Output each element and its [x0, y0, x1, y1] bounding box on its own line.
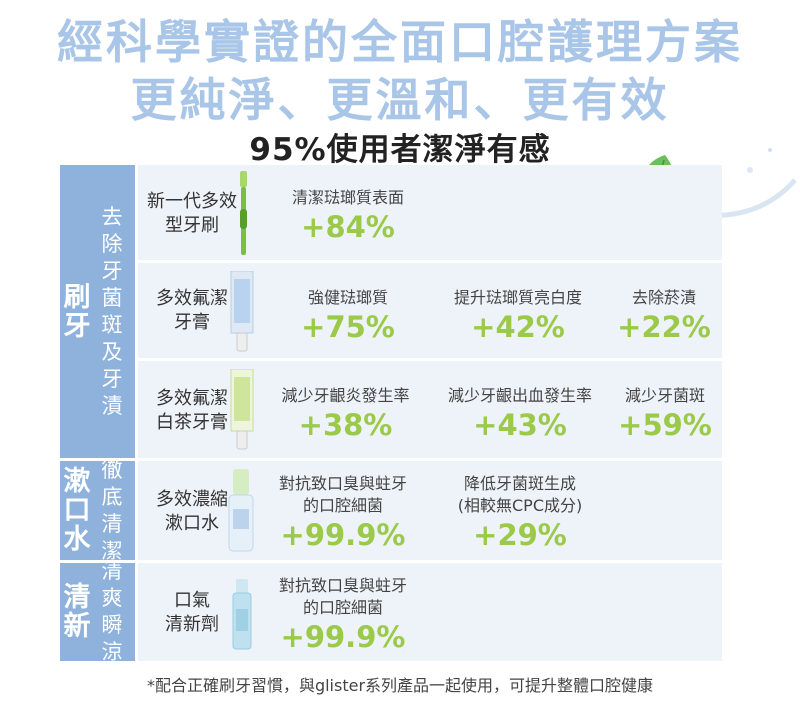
claim-value: +42% — [471, 310, 565, 344]
claim-label: 強健琺瑯質 — [307, 288, 388, 307]
claim-cell: 對抗致口臭與蛀牙 的口腔細菌 +99.9% — [258, 473, 428, 553]
claim-label: 對抗致口臭與蛀牙 — [278, 576, 407, 595]
headline-line1: 經科學實證的全面口腔護理方案 — [57, 15, 743, 69]
claim-label: 減少牙齦炎發生率 — [281, 386, 410, 405]
claim-cell: 對抗致口臭與蛀牙 的口腔細菌 +99.9% — [258, 575, 428, 655]
claim-label-line2: (相較無CPC成分) — [457, 496, 583, 515]
claim-label: 降低牙菌斑生成 — [463, 474, 576, 493]
band-main-label: 清新 — [63, 582, 91, 642]
claim-cell: 減少牙齦出血發生率 +43% — [434, 385, 606, 443]
claim-cell: 強健琺瑯質 +75% — [268, 287, 428, 345]
subtitle: 95%使用者潔淨有感 — [249, 132, 551, 168]
table-row: 多效氟潔 白茶牙膏 減少牙齦炎發生率 +38% 減少牙齦出血發生率 +43% 減少… — [138, 361, 722, 458]
claim-label: 去除菸漬 — [631, 288, 696, 307]
product-name: 多效氟潔 牙膏 — [156, 288, 228, 333]
claim-value: +99.9% — [280, 620, 406, 654]
product-name: 多效濃縮 漱口水 — [156, 489, 228, 534]
band-main-label: 漱口水 — [63, 466, 91, 555]
claim-value: +29% — [473, 518, 567, 552]
claim-cell: 去除菸漬 +22% — [608, 287, 720, 345]
claim-label: 減少牙齦出血發生率 — [447, 386, 592, 405]
claim-label: 提升琺瑯質亮白度 — [453, 288, 582, 307]
table-row: 口氣 清新劑 對抗致口臭與蛀牙 的口腔細菌 +99.9% — [138, 563, 722, 661]
band-brushing: 刷牙 去除牙菌斑及牙漬 — [60, 165, 135, 458]
claim-value: +99.9% — [280, 518, 406, 552]
claim-cell: 減少牙菌斑 +59% — [610, 385, 720, 443]
table-row: 多效氟潔 牙膏 強健琺瑯質 +75% 提升琺瑯質亮白度 +42% 去除菸漬 +22… — [138, 263, 722, 358]
claim-cell: 降低牙菌斑生成 (相較無CPC成分) +29% — [434, 473, 606, 553]
green-tea-toothpaste-icon — [230, 369, 254, 450]
table-row: 多效濃縮 漱口水 對抗致口臭與蛀牙 的口腔細菌 +99.9% 降低牙菌斑生成 (相… — [138, 461, 722, 560]
footnote: *配合正確刷牙習慣，與glister系列產品一起使用，可提升整體口腔健康 — [146, 676, 654, 695]
table-row: 新一代多效 型牙刷 清潔琺瑯質表面 +84% — [138, 165, 722, 260]
claim-label: 清潔琺瑯質表面 — [291, 188, 404, 207]
band-mouthwash: 漱口水 徹底清潔 — [60, 457, 135, 563]
band-sub-label: 清爽瞬涼 — [101, 559, 123, 664]
claim-cell: 減少牙齦炎發生率 +38% — [258, 385, 433, 443]
claim-value: +22% — [617, 310, 711, 344]
claim-cell: 清潔琺瑯質表面 +84% — [268, 187, 428, 245]
band-freshener: 清新 清爽瞬涼 — [60, 559, 135, 664]
claim-value: +38% — [298, 408, 393, 442]
claim-value: +84% — [301, 210, 395, 244]
headline-line2: 更純淨、更溫和、更有效 — [130, 73, 670, 127]
claim-value: +59% — [618, 408, 712, 442]
claim-value: +75% — [301, 310, 395, 344]
claim-label-line2: 的口腔細菌 — [302, 496, 383, 515]
claim-label: 減少牙菌斑 — [624, 386, 705, 405]
mouthwash-bottle-icon — [228, 469, 254, 552]
product-name: 口氣 清新劑 — [165, 590, 219, 635]
claim-value: +43% — [473, 408, 567, 442]
toothbrush-icon — [240, 171, 247, 255]
band-sub-label: 徹底清潔 — [101, 457, 123, 563]
claim-cell: 提升琺瑯質亮白度 +42% — [438, 287, 598, 345]
toothpaste-tube-icon — [230, 271, 254, 352]
claim-label: 對抗致口臭與蛀牙 — [278, 474, 407, 493]
product-name: 多效氟潔 白茶牙膏 — [156, 388, 228, 433]
band-sub-label: 去除牙菌斑及牙漬 — [101, 204, 123, 418]
claim-label-line2: 的口腔細菌 — [302, 598, 383, 617]
band-main-label: 刷牙 — [63, 281, 91, 342]
product-name: 新一代多效 型牙刷 — [147, 191, 237, 236]
breath-spray-icon — [232, 579, 252, 650]
